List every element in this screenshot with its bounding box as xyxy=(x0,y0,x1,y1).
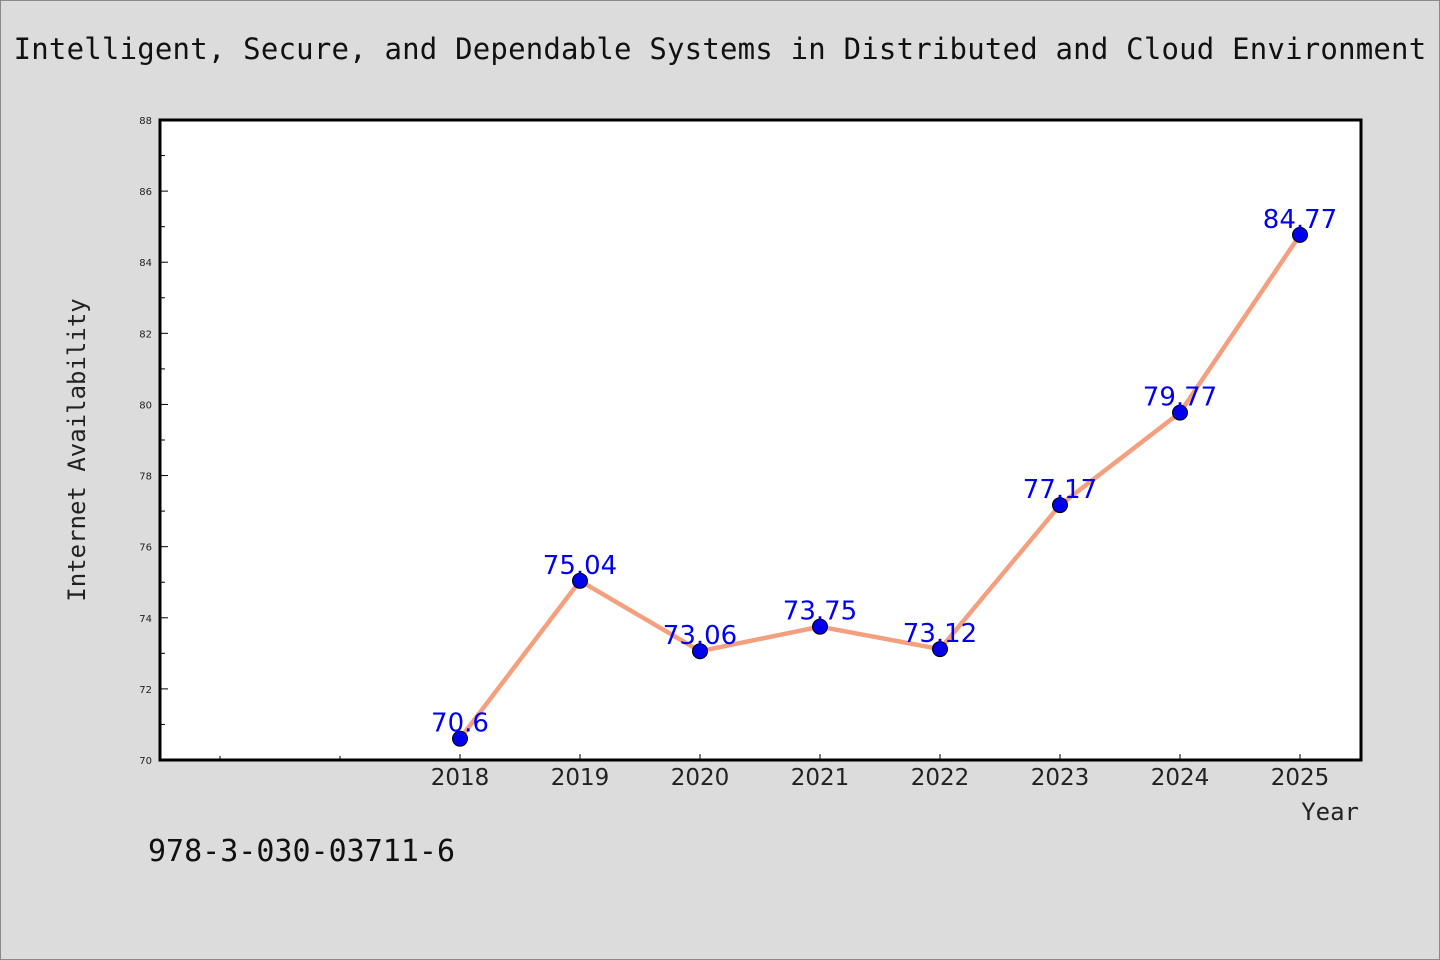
data-point-2018 xyxy=(452,730,468,747)
data-label-2025: 84.77 xyxy=(1263,205,1337,235)
x-tick-label: 2020 xyxy=(671,765,730,791)
y-tick-label: 70 xyxy=(139,756,152,767)
x-axis-label: Year xyxy=(1301,798,1359,826)
y-tick-label: 80 xyxy=(139,400,152,411)
y-tick-label: 76 xyxy=(139,543,152,554)
y-tick-label: 74 xyxy=(139,614,152,625)
data-label-2019: 75.04 xyxy=(543,551,617,581)
data-label-2022: 73.12 xyxy=(903,619,977,649)
x-tick-label: 2019 xyxy=(551,765,610,791)
x-tick-label: 2018 xyxy=(431,765,490,791)
plot-area xyxy=(158,118,1363,762)
x-tick-label: 2021 xyxy=(791,765,850,791)
series-line xyxy=(458,233,1302,741)
footer-code: 978-3-030-03711-6 xyxy=(148,834,456,869)
data-point-2024 xyxy=(1172,404,1188,421)
y-axis: 70 72 74 76 78 80 82 84 86 88 xyxy=(139,116,168,767)
data-labels: 70.6 75.04 73.06 73.75 73.12 77.17 79.77 84.77 xyxy=(431,205,1337,739)
y-tick-label: 82 xyxy=(139,329,152,340)
y-tick-label: 72 xyxy=(139,685,152,696)
y-tick-label: 78 xyxy=(139,472,152,483)
y-axis-label: Internet Availability xyxy=(63,298,91,601)
x-tick-label: 2023 xyxy=(1031,765,1090,791)
data-point-2022 xyxy=(932,641,948,658)
x-tick-label: 2025 xyxy=(1271,765,1330,791)
y-tick-label: 88 xyxy=(139,116,152,127)
data-label-2021: 73.75 xyxy=(783,597,857,627)
data-label-2020: 73.06 xyxy=(663,621,737,651)
x-tick-label: 2022 xyxy=(911,765,970,791)
data-label-2024: 79.77 xyxy=(1143,383,1217,413)
data-point-2021 xyxy=(812,618,828,635)
data-label-2018: 70.6 xyxy=(431,709,489,739)
data-point-2020 xyxy=(692,643,708,660)
data-point-2019 xyxy=(572,572,588,589)
data-label-2023: 77.17 xyxy=(1023,475,1097,505)
x-axis: 2018 2019 2020 2021 2022 2023 2024 2025 xyxy=(219,754,1330,791)
x-tick-label: 2024 xyxy=(1151,765,1210,791)
y-tick-label: 84 xyxy=(139,258,152,269)
chart-title: Intelligent, Secure, and Dependable Syst… xyxy=(13,32,1427,66)
data-point-2025 xyxy=(1292,226,1308,243)
y-tick-label: 86 xyxy=(139,187,152,198)
data-point-2023 xyxy=(1052,497,1068,514)
series-group xyxy=(452,226,1308,747)
